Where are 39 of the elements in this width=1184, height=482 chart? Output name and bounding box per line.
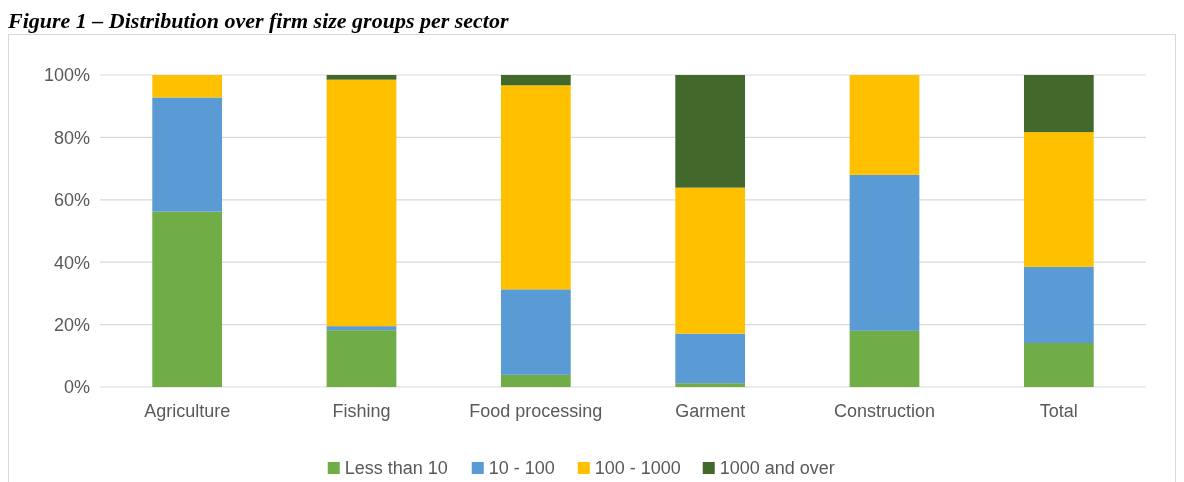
bar [326,79,397,327]
x-tick-label: Garment [675,401,746,421]
y-tick-label: 100% [43,65,90,86]
chart-title: Figure 1 – Distribution over firm size groups per sector [8,8,510,34]
bar [675,187,746,334]
bar [326,326,397,331]
y-tick-label: 60% [53,190,90,211]
y-tick-label: 40% [53,252,90,273]
x-tick-label: Agriculture [144,401,231,421]
bar [152,75,223,98]
legend-label: Less than 10 [344,458,448,479]
x-tick-label: Total [1039,401,1078,421]
x-tick-label: Construction [833,401,936,421]
y-tick-label: 20% [53,314,90,335]
bar [326,330,397,387]
bar [1023,343,1094,387]
legend-label: 10 - 100 [488,458,555,479]
x-tick-label: Food processing [469,401,603,421]
bar [152,97,223,212]
bar [849,330,920,387]
legend-label: 100 - 1000 [594,458,681,479]
legend-label: 1000 and over [719,458,835,479]
bar [675,383,746,387]
bar [675,333,746,384]
y-tick-label: 0% [63,377,90,398]
bar [1023,266,1094,344]
y-tick-label: 80% [53,127,90,148]
bar [500,374,571,387]
bar [1023,75,1094,133]
bar [500,85,571,290]
bar [326,75,397,80]
bar [849,174,920,331]
bar [1023,132,1094,267]
x-tick-label: Fishing [332,401,391,421]
bar [500,289,571,375]
bar [675,75,746,188]
bar [849,75,920,175]
bar [152,211,223,387]
bar [500,75,571,86]
